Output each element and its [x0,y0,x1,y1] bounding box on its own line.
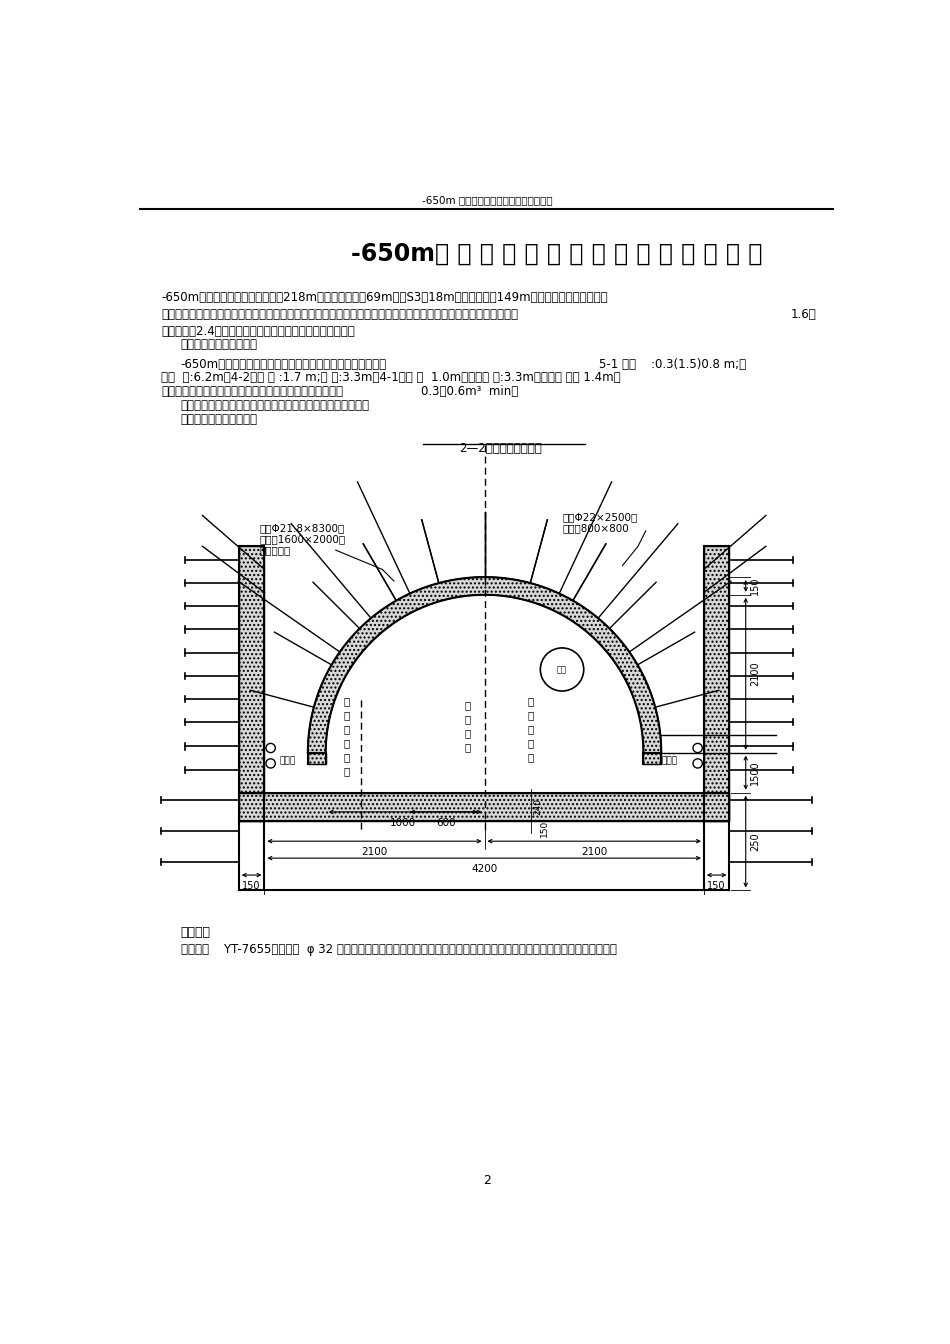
Polygon shape [704,546,730,821]
Text: 主: 主 [528,696,534,707]
Text: 1000: 1000 [390,818,416,828]
Text: 工具工具    YT-7655工具场所  φ 32 场所场所场所场所场所场所场所场所场所场所场所场所场所场所场所场所场所场所场所场所: 工具工具 YT-7655工具场所 φ 32 场所场所场所场所场所场所场所场所场所… [180,943,617,956]
Text: 场场场: 场场场 [280,755,296,765]
Text: 0.3　0.6m³  min场: 0.3 0.6m³ min场 [421,386,519,398]
Text: 场: 场 [344,710,350,720]
Text: 轨: 轨 [344,724,350,734]
Text: 间排距1600×2000、: 间排距1600×2000、 [259,534,346,544]
Text: 车: 车 [344,696,350,707]
Text: 道: 道 [344,738,350,749]
Text: 本工程工作面对工作面共用工作面，内有示感点以外极山布置有废石类子由现工镇同担担主务工米废废废废废废废废: 本工程工作面对工作面共用工作面，内有示感点以外极山布置有废石类子由现工镇同担担主… [162,308,519,321]
Text: 场所  场:6.2m 4-2场所 场 :1.7 m;场 场:3.3m 4-1场所 场  1.0m场所场所 场:3.3m场所场所 场场 1.4m场: 场所 场:6.2m 4-2场所 场 :1.7 m;场 场:3.3m 4-1场所 … [162,371,621,384]
Text: 240: 240 [533,798,542,816]
Text: 轨: 轨 [528,710,534,720]
Polygon shape [238,546,264,821]
Text: 场所场所场所场所场所场所场所场所场所场所场所场所场所: 场所场所场所场所场所场所场所场所场所场所场所场所场所 [162,386,343,398]
Text: 安全规定: 安全规定 [180,926,211,939]
Text: 2—2场所场所场所场所: 2—2场所场所场所场所 [459,442,541,454]
Text: 中: 中 [344,751,350,762]
Text: 中: 中 [528,738,534,749]
Text: 150: 150 [541,820,549,837]
Text: 150: 150 [242,882,261,891]
Text: -650m 新增水仓中深孔爆破安全技术措施: -650m 新增水仓中深孔爆破安全技术措施 [422,195,552,206]
Text: 场所场所场所场所场所场: 场所场所场所场所场所场 [180,339,257,351]
Text: 1500: 1500 [750,761,760,785]
Text: -650m新增水仓工程，工程量共计218m，其中安全出口69m米，S3米18m米，安全出卤149m工程量全部在废石中吸水: -650m新增水仓工程，工程量共计218m，其中安全出口69m米，S3米18m米… [162,290,608,304]
Text: 场所场所场所场所场所场所场所场所场所场所场所场所场所场: 场所场所场所场所场所场所场所场所场所场所场所场所场所场 [180,399,370,413]
Text: 中: 中 [465,728,470,738]
Text: 600: 600 [436,818,456,828]
Text: 150: 150 [708,882,726,891]
Text: 150: 150 [750,577,760,595]
Text: 场所场所 2.4场所场所场所场所场所场所场所场所场所场所: 场所场所 2.4场所场所场所场所场所场所场所场所场所场所 [162,324,355,337]
Text: 锁索Φ21.8×8300、: 锁索Φ21.8×8300、 [259,523,345,534]
Text: 间排距800×800: 间排距800×800 [562,523,629,534]
Text: 三排五花型: 三排五花型 [259,544,291,555]
Text: 场场: 场场 [557,665,567,673]
Text: 5-1 场所    :0.3(1.5)0.8 m;场: 5-1 场所 :0.3(1.5)0.8 m;场 [599,358,747,371]
Text: 道: 道 [465,714,470,724]
Text: 2: 2 [483,1173,491,1187]
Text: 场所场所场所场所场所场: 场所场所场所场所场所场 [180,413,257,426]
Text: 线: 线 [528,751,534,762]
Text: 2100: 2100 [361,847,388,857]
Text: 4200: 4200 [471,864,497,875]
Text: 1.6倍: 1.6倍 [790,308,816,321]
Polygon shape [308,753,326,765]
Text: 250: 250 [750,832,760,851]
Text: 道: 道 [528,724,534,734]
Text: 线: 线 [344,766,350,775]
Polygon shape [238,793,730,821]
Text: 2100: 2100 [750,661,760,685]
Text: -650m新 增 水 仓 中 深 孔 爆 破 安 全 技 术 措 施: -650m新 增 水 仓 中 深 孔 爆 破 安 全 技 术 措 施 [352,242,763,266]
Text: 巷: 巷 [465,700,470,710]
Text: 线: 线 [465,742,470,751]
Text: 2100: 2100 [581,847,607,857]
Text: 锁杆Φ22×2500、: 锁杆Φ22×2500、 [562,512,637,523]
Text: -650m场所场所场所场所场所场所场所场所场所场所场所场所: -650m场所场所场所场所场所场所场所场所场所场所场所场所 [180,358,387,371]
Text: 场场场: 场场场 [661,755,677,765]
Polygon shape [308,577,661,753]
Polygon shape [643,753,661,765]
